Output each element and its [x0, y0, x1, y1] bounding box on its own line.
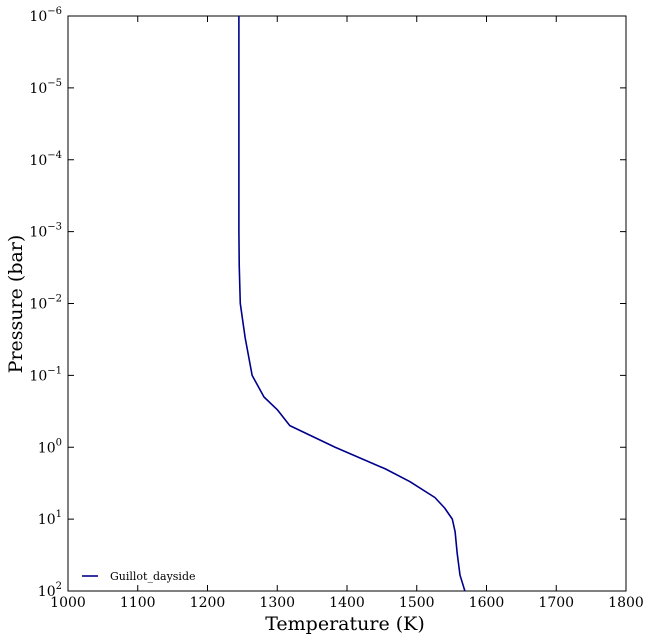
y-tick-label: 102 [38, 581, 62, 600]
y-tick-label: 100 [38, 437, 62, 456]
x-tick-label: 1300 [259, 595, 295, 611]
x-tick-label: 1000 [50, 595, 86, 611]
y-tick-label: 10−1 [29, 365, 62, 384]
x-tick-label: 1400 [329, 595, 365, 611]
x-tick-label: 1800 [608, 595, 644, 611]
x-tick-label: 1500 [399, 595, 435, 611]
x-axis-label: Temperature (K) [265, 613, 425, 635]
x-tick-label: 1600 [469, 595, 505, 611]
plot-frame [67, 15, 627, 592]
x-tick-label: 1200 [190, 595, 226, 611]
y-tick-label: 101 [38, 509, 62, 528]
legend-label: Guillot_dayside [110, 570, 196, 583]
y-tick-label: 10−4 [29, 150, 62, 169]
y-tick-label: 10−3 [29, 222, 62, 241]
x-tick-label: 1100 [120, 595, 156, 611]
x-tick-label: 1700 [538, 595, 574, 611]
y-tick-label: 10−6 [29, 6, 62, 25]
y-tick-label: 10−5 [29, 78, 62, 97]
y-tick-label: 10−2 [29, 294, 62, 313]
data-line [238, 16, 466, 592]
y-axis-label: Pressure (bar) [5, 235, 27, 374]
